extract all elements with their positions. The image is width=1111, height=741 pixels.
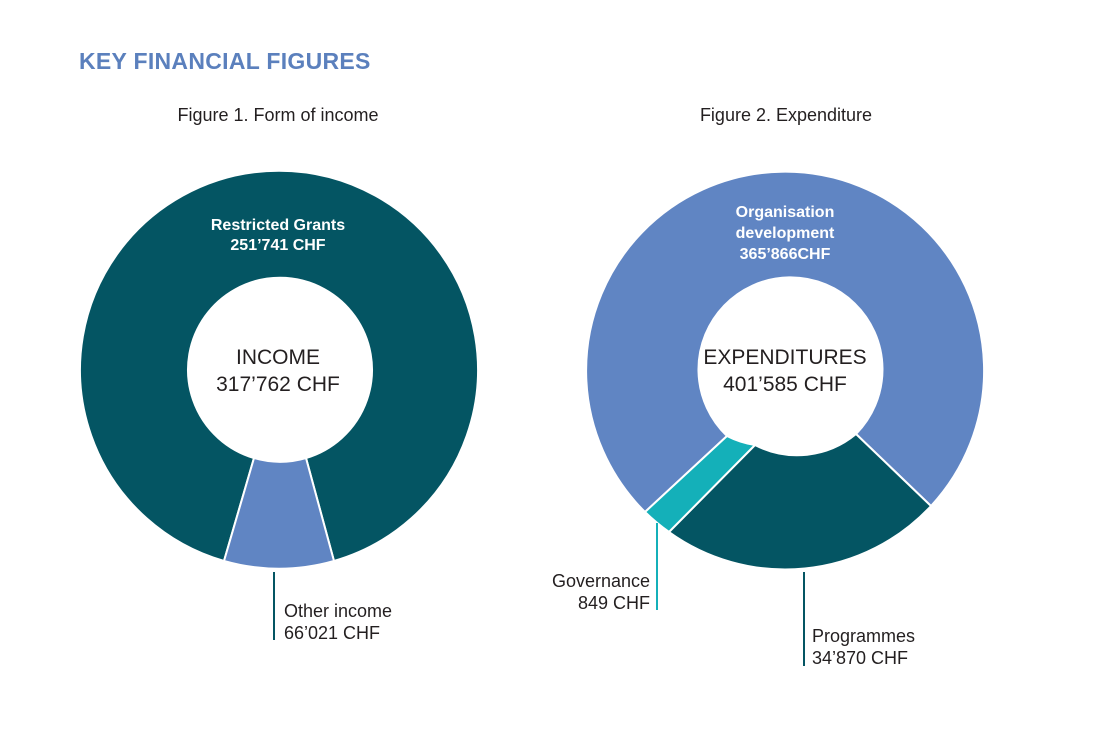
callout-programmes-label: Programmes — [812, 626, 916, 646]
figure-1-caption: Figure 1. Form of income — [177, 105, 379, 125]
callout-other-income-label: Other income — [284, 601, 393, 621]
slice-restricted-grants — [79, 169, 479, 563]
figure-2-caption: Figure 2. Expenditure — [699, 105, 873, 125]
callout-other-income-value: 66’021 CHF — [284, 623, 381, 643]
expenditure-donut-chart: Organisation development 365’866CHF EXPE… — [585, 170, 986, 666]
slice-value-restricted-grants: 251’741 CHF — [230, 237, 325, 254]
page-title: KEY FINANCIAL FIGURES — [79, 48, 371, 74]
center-total-income: 317’762 CHF — [216, 373, 340, 396]
slice-label-restricted-grants: Restricted Grants — [211, 217, 345, 234]
center-label-income: INCOME — [236, 346, 320, 369]
callout-programmes-value: 34’870 CHF — [812, 648, 909, 668]
callout-governance-value: 849 CHF — [577, 593, 650, 613]
center-label-expenditures: EXPENDITURES — [703, 346, 866, 369]
slice-value-organisation-development: 365’866CHF — [740, 246, 831, 263]
callout-other-income: Other income 66’021 CHF — [284, 600, 392, 644]
center-total-expenditures: 401’585 CHF — [723, 373, 847, 396]
slice-label-organisation-line1: Organisation — [736, 204, 835, 221]
callout-governance-label: Governance — [551, 571, 650, 591]
slice-programmes — [667, 432, 933, 571]
slice-label-organisation-line2: development — [736, 225, 835, 242]
callout-governance: Governance 849 CHF — [520, 570, 650, 614]
slice-governance — [643, 434, 758, 534]
slice-organisation-development — [585, 170, 986, 514]
slice-other-income — [222, 456, 336, 570]
income-donut-chart: Restricted Grants 251’741 CHF INCOME 317… — [79, 169, 479, 640]
callout-programmes: Programmes 34’870 CHF — [812, 625, 915, 669]
